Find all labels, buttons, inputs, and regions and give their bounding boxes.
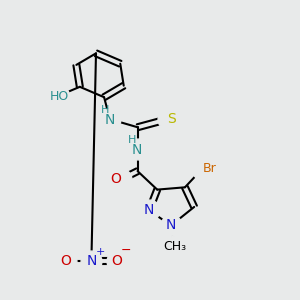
Text: O: O	[111, 254, 122, 268]
Text: H: H	[101, 104, 110, 115]
Text: Br: Br	[202, 162, 216, 175]
Text: O: O	[61, 254, 71, 268]
Text: −: −	[121, 244, 131, 257]
Text: N: N	[144, 203, 154, 218]
Text: +: +	[95, 247, 105, 257]
Text: H: H	[128, 135, 136, 145]
Text: N: N	[166, 218, 176, 233]
Text: N: N	[131, 143, 142, 157]
Text: CH₃: CH₃	[163, 240, 186, 253]
Text: N: N	[105, 113, 115, 127]
Text: S: S	[168, 112, 176, 126]
Text: HO: HO	[50, 90, 69, 103]
Text: N: N	[86, 254, 97, 268]
Text: O: O	[110, 172, 122, 186]
